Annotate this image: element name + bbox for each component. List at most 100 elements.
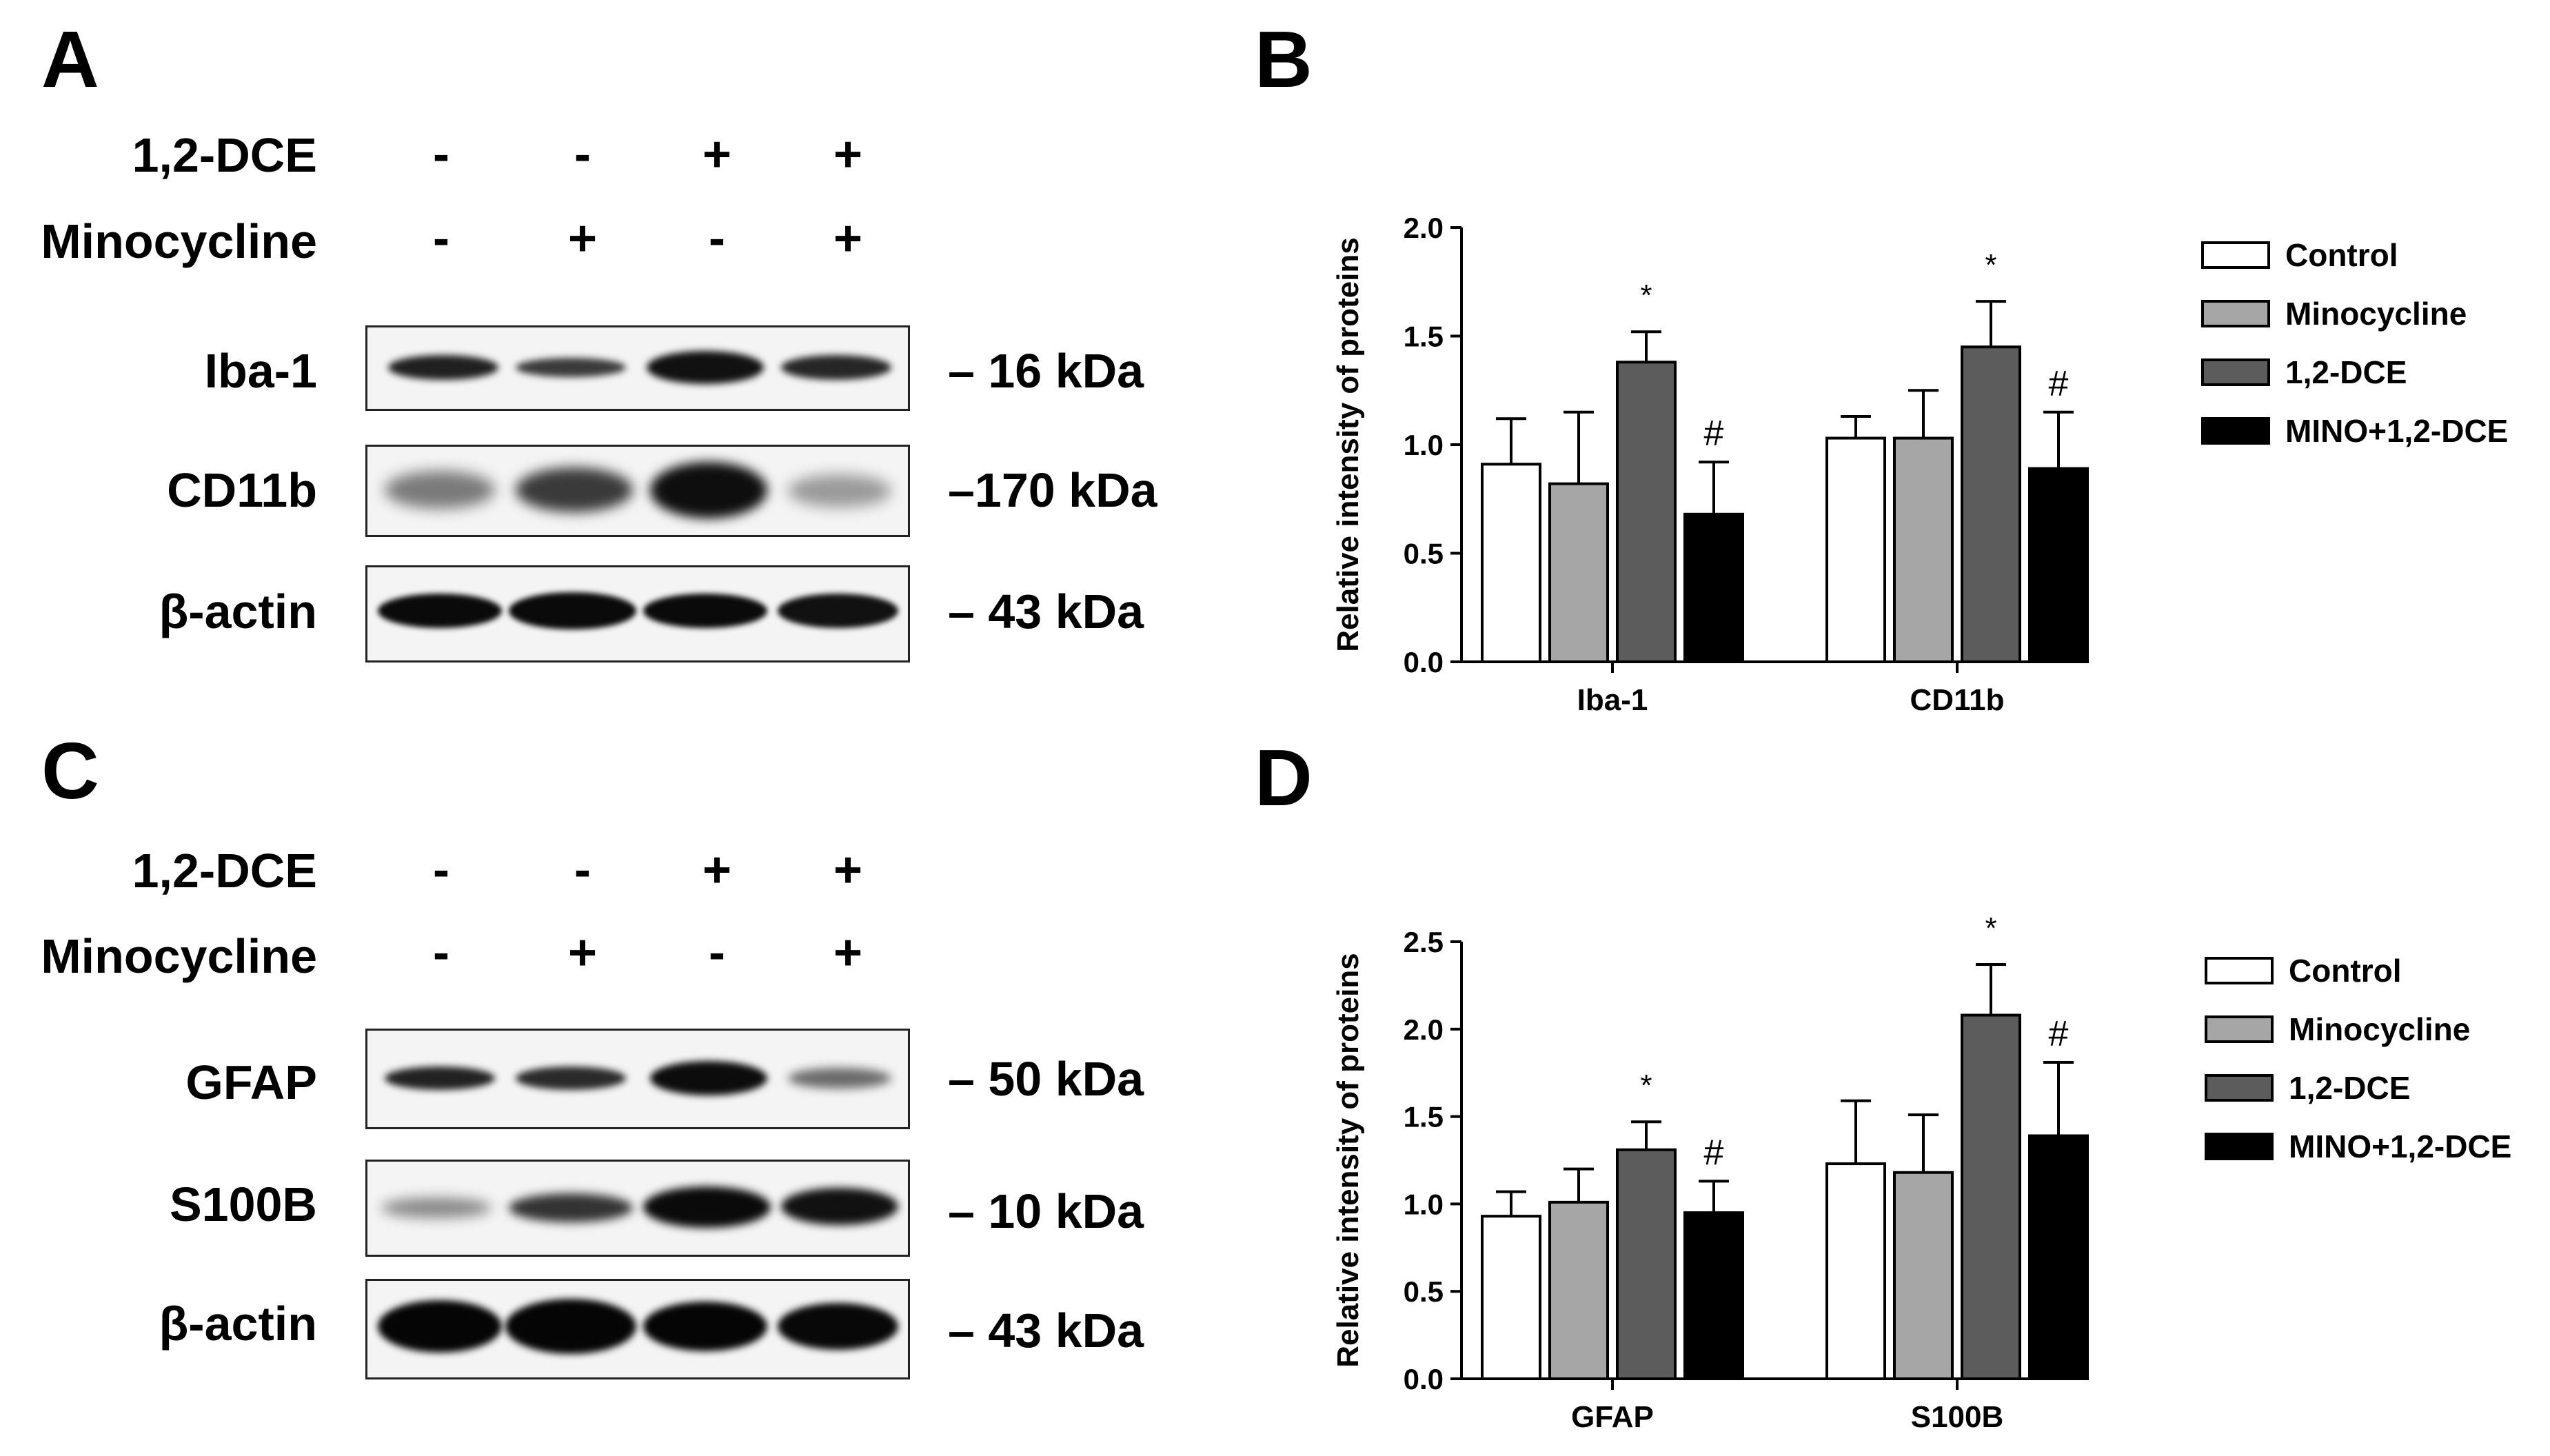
x-tick-label: Iba-1 (1577, 683, 1648, 717)
bar-s100b-control (1825, 1162, 1886, 1380)
y-tick-label: 1.0 (1404, 1188, 1444, 1220)
significance-marker: # (1704, 414, 1724, 454)
bar-iba-1-minocycline (1548, 482, 1609, 663)
sign: + (567, 925, 598, 980)
bar-iba-1-1-2-dce (1616, 361, 1677, 663)
bar-iba-1-mino-1-2-dce (1683, 512, 1744, 663)
sign: - (433, 925, 449, 980)
legend-swatch-minocycline (2205, 1015, 2274, 1043)
legend-swatch-mino-1-2-dce (2205, 1133, 2274, 1160)
y-tick-label: 2.0 (1404, 1013, 1444, 1046)
sign: - (574, 842, 591, 898)
blot-label-iba1: Iba-1 (204, 344, 317, 398)
legend-swatch-control (2205, 957, 2274, 984)
significance-marker: # (2049, 1014, 2069, 1054)
legend-label: Minocycline (2285, 296, 2467, 332)
sign: + (833, 127, 863, 182)
bar-gfap-control (1481, 1215, 1541, 1381)
kda-label-beta-actin-c: – 43 kDa (948, 1304, 1144, 1357)
sign: - (433, 127, 449, 182)
bar-gfap-1-2-dce (1616, 1148, 1677, 1380)
bar-gfap-mino-1-2-dce (1683, 1211, 1744, 1380)
legend-label: MINO+1,2-DCE (2285, 413, 2508, 449)
y-tick-label: 0.5 (1404, 538, 1444, 570)
sign: - (574, 127, 591, 182)
western-blot-cd11b (365, 445, 910, 537)
blot-label-beta-actin-c: β-actin (159, 1297, 317, 1351)
western-blot-iba1 (365, 325, 910, 411)
legend-label: 1,2-DCE (2285, 354, 2407, 390)
y-tick-label: 1.0 (1404, 429, 1444, 461)
treatment-label-minocycline: Minocycline (41, 929, 317, 983)
x-tick-label: GFAP (1571, 1400, 1654, 1434)
panel-letter-b: B (1255, 14, 1313, 104)
blot-label-beta-actin-a: β-actin (159, 585, 317, 638)
legend-swatch-1-2-dce (2205, 1074, 2274, 1102)
treatment-label-dce: 1,2-DCE (132, 844, 317, 898)
blot-label-s100b: S100B (169, 1177, 317, 1231)
western-blot-beta-actin-a (365, 565, 910, 663)
legend-label: 1,2-DCE (2289, 1070, 2410, 1106)
sign: + (833, 842, 863, 898)
y-tick-label: 1.5 (1404, 321, 1444, 353)
significance-marker: # (2049, 364, 2069, 404)
y-tick-label: 0.0 (1404, 1363, 1444, 1395)
sign: + (702, 127, 732, 182)
treatment-label-minocycline: Minocycline (41, 214, 317, 268)
bar-s100b-minocycline (1893, 1171, 1954, 1380)
y-tick-label: 2.5 (1404, 926, 1444, 958)
y-tick-label: 0.5 (1404, 1275, 1444, 1308)
bar-iba-1-control (1481, 463, 1541, 663)
treatment-label-dce: 1,2-DCE (132, 128, 317, 182)
legend-label: Control (2285, 237, 2398, 273)
y-axis-label: Relative intensity of proteins (1331, 237, 1365, 651)
legend-swatch-mino-1-2-dce (2201, 417, 2270, 445)
x-tick-label: CD11b (1910, 683, 2005, 717)
kda-label-s100b: – 10 kDa (948, 1184, 1144, 1238)
bar-cd11b-1-2-dce (1961, 345, 2021, 663)
legend-swatch-minocycline (2201, 300, 2270, 327)
bar-cd11b-control (1825, 436, 1886, 663)
legend-label: MINO+1,2-DCE (2289, 1129, 2511, 1164)
sign: + (833, 925, 863, 980)
bar-gfap-minocycline (1548, 1200, 1609, 1380)
western-blot-s100b (365, 1160, 910, 1257)
kda-label-cd11b: –170 kDa (948, 463, 1157, 517)
bar-s100b-1-2-dce (1961, 1013, 2021, 1380)
sign: - (433, 842, 449, 898)
panel-letter-c: C (41, 726, 99, 816)
legend-label: Minocycline (2289, 1011, 2470, 1047)
panel-letter-a: A (41, 14, 99, 104)
sign: - (433, 211, 449, 266)
legend-swatch-1-2-dce (2201, 358, 2270, 386)
blot-label-cd11b: CD11b (167, 463, 317, 517)
blot-label-gfap: GFAP (185, 1055, 317, 1109)
sign: + (567, 211, 598, 266)
western-blot-beta-actin-c (365, 1279, 910, 1379)
sign: - (709, 925, 725, 980)
western-blot-gfap (365, 1029, 910, 1129)
sign: - (709, 211, 725, 266)
y-tick-label: 0.0 (1404, 646, 1444, 678)
y-tick-label: 2.0 (1404, 212, 1444, 244)
bar-cd11b-mino-1-2-dce (2028, 467, 2089, 663)
bar-cd11b-minocycline (1893, 436, 1954, 663)
kda-label-gfap: – 50 kDa (948, 1052, 1144, 1106)
bar-s100b-mino-1-2-dce (2028, 1134, 2089, 1380)
kda-label-iba1: – 16 kDa (948, 344, 1144, 398)
panel-letter-d: D (1255, 733, 1313, 822)
bar-chart-b: Relative intensity of proteins 0.0 0.5 1.0 1… (1331, 212, 2508, 717)
legend-label: Control (2289, 953, 2402, 989)
legend-swatch-control (2201, 241, 2270, 269)
significance-marker: * (1985, 248, 1996, 282)
y-tick-label: 1.5 (1404, 1101, 1444, 1133)
significance-marker: # (1704, 1133, 1724, 1173)
significance-marker: * (1985, 911, 1996, 945)
bar-chart-d: Relative intensity of proteins 0.0 0.5 1.0 1… (1331, 911, 2511, 1434)
sign: + (702, 842, 732, 898)
significance-marker: * (1640, 279, 1652, 312)
sign: + (833, 211, 863, 266)
x-tick-label: S100B (1911, 1400, 2004, 1434)
y-axis-label: Relative intensity of proteins (1331, 953, 1365, 1367)
kda-label-beta-actin-a: – 43 kDa (948, 585, 1144, 638)
